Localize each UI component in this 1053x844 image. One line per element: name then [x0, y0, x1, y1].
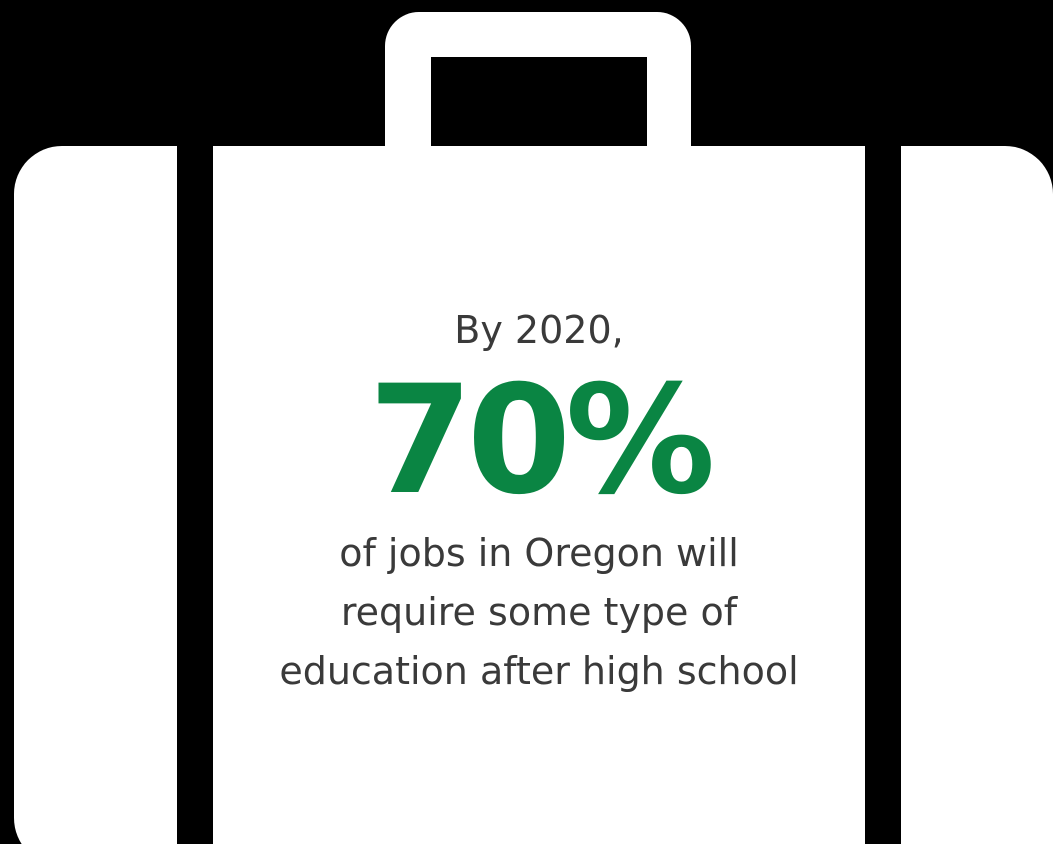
caption-line: of jobs in Oregon will: [339, 530, 739, 575]
caption-line: education after high school: [279, 648, 799, 693]
statistic-value: 70%: [368, 353, 715, 528]
suitcase-strap-right: [865, 146, 901, 844]
lead-text: By 2020,: [454, 308, 624, 352]
statistic-text: By 2020, 70% of jobs in Oregon will requ…: [213, 300, 865, 701]
suitcase-strap-left: [177, 146, 213, 844]
caption-line: require some type of: [340, 589, 738, 634]
suitcase-handle-opening: [431, 57, 647, 157]
statistic-caption: of jobs in Oregon will require some type…: [213, 524, 865, 701]
